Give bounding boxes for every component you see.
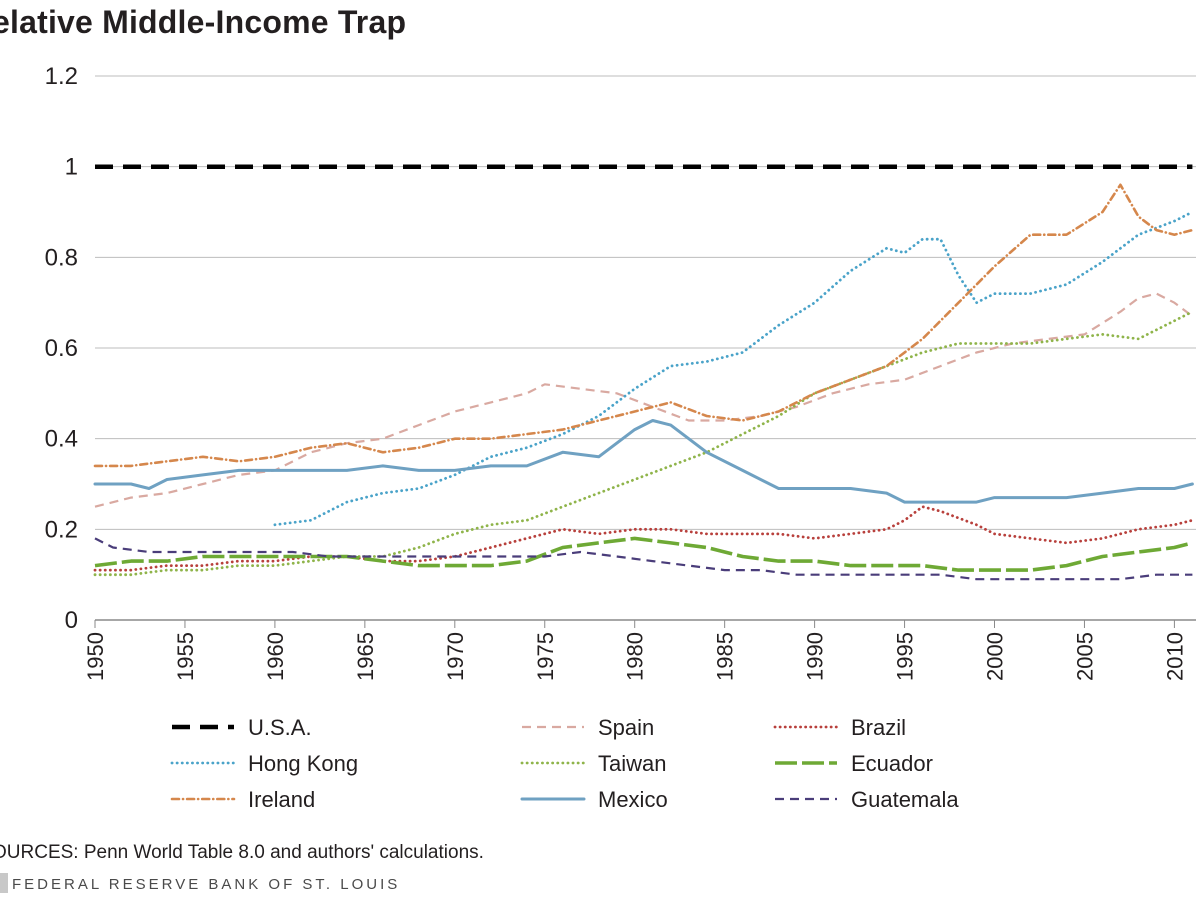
x-tick-label: 1995: [893, 632, 918, 681]
y-tick-label: 0: [65, 607, 78, 634]
series-line-guatemala: [94, 537, 1193, 581]
y-tick-label: 0.2: [45, 516, 78, 543]
x-tick-label: 1965: [353, 632, 378, 681]
x-tick-label: 1960: [263, 632, 288, 681]
axis-layer: 0 0.2 0.4 0.6 0.8 1 1.2 1950 1955 1960 1965 1970 197…: [45, 63, 1188, 681]
federal-reserve-seal-icon: [0, 873, 8, 893]
x-tick-label: 1955: [173, 632, 198, 681]
y-tick-label: 0.8: [45, 244, 78, 271]
legend-label-hong-kong: Hong Kong: [248, 751, 358, 776]
legend-label-ecuador: Ecuador: [851, 751, 933, 776]
series-line-hong-kong: [273, 210, 1194, 527]
series-line-spain: [94, 292, 1194, 508]
chart-title: elative Middle-Income Trap: [0, 4, 407, 40]
series-line-taiwan: [93, 310, 1194, 577]
legend-label-taiwan: Taiwan: [598, 751, 666, 776]
y-tick-label: 0.4: [45, 426, 78, 453]
y-tick-label: 1.2: [45, 63, 78, 90]
legend-label-u-s-a: U.S.A.: [248, 715, 312, 740]
x-tick-label: 1950: [83, 632, 108, 681]
x-tick-label: 1970: [443, 632, 468, 681]
x-tick-label: 1990: [803, 632, 828, 681]
source-note: OURCES: Penn World Table 8.0 and authors…: [0, 842, 484, 863]
legend-label-spain: Spain: [598, 715, 654, 740]
series-line-ecuador: [94, 536, 1193, 572]
series-line-ireland: [93, 183, 1194, 468]
publisher-credit: FEDERAL RESERVE BANK OF ST. LOUIS: [12, 876, 401, 893]
y-tick-label: 1: [65, 154, 78, 181]
x-tick-label: 1980: [623, 632, 648, 681]
legend-label-mexico: Mexico: [598, 787, 668, 812]
legend-label-guatemala: Guatemala: [851, 787, 959, 812]
x-tick-label: 2000: [983, 632, 1008, 681]
x-tick-label: 1975: [533, 632, 558, 681]
x-tick-label: 1985: [713, 632, 738, 681]
y-tick-label: 0.6: [45, 335, 78, 362]
series-layer: [93, 164, 1194, 581]
line-chart: 0 0.2 0.4 0.6 0.8 1 1.2 1950 1955 1960 1965 1970 197…: [45, 63, 1196, 812]
legend-label-ireland: Ireland: [248, 787, 315, 812]
legend-label-brazil: Brazil: [851, 715, 906, 740]
legend: U.S.A. Spain Brazil Hong Kong Taiwan Ecuador I…: [170, 715, 959, 812]
series-line-brazil: [93, 505, 1194, 572]
x-tick-label: 2005: [1072, 632, 1097, 681]
series-line-mexico: [93, 419, 1194, 504]
x-tick-label: 2010: [1162, 632, 1187, 681]
